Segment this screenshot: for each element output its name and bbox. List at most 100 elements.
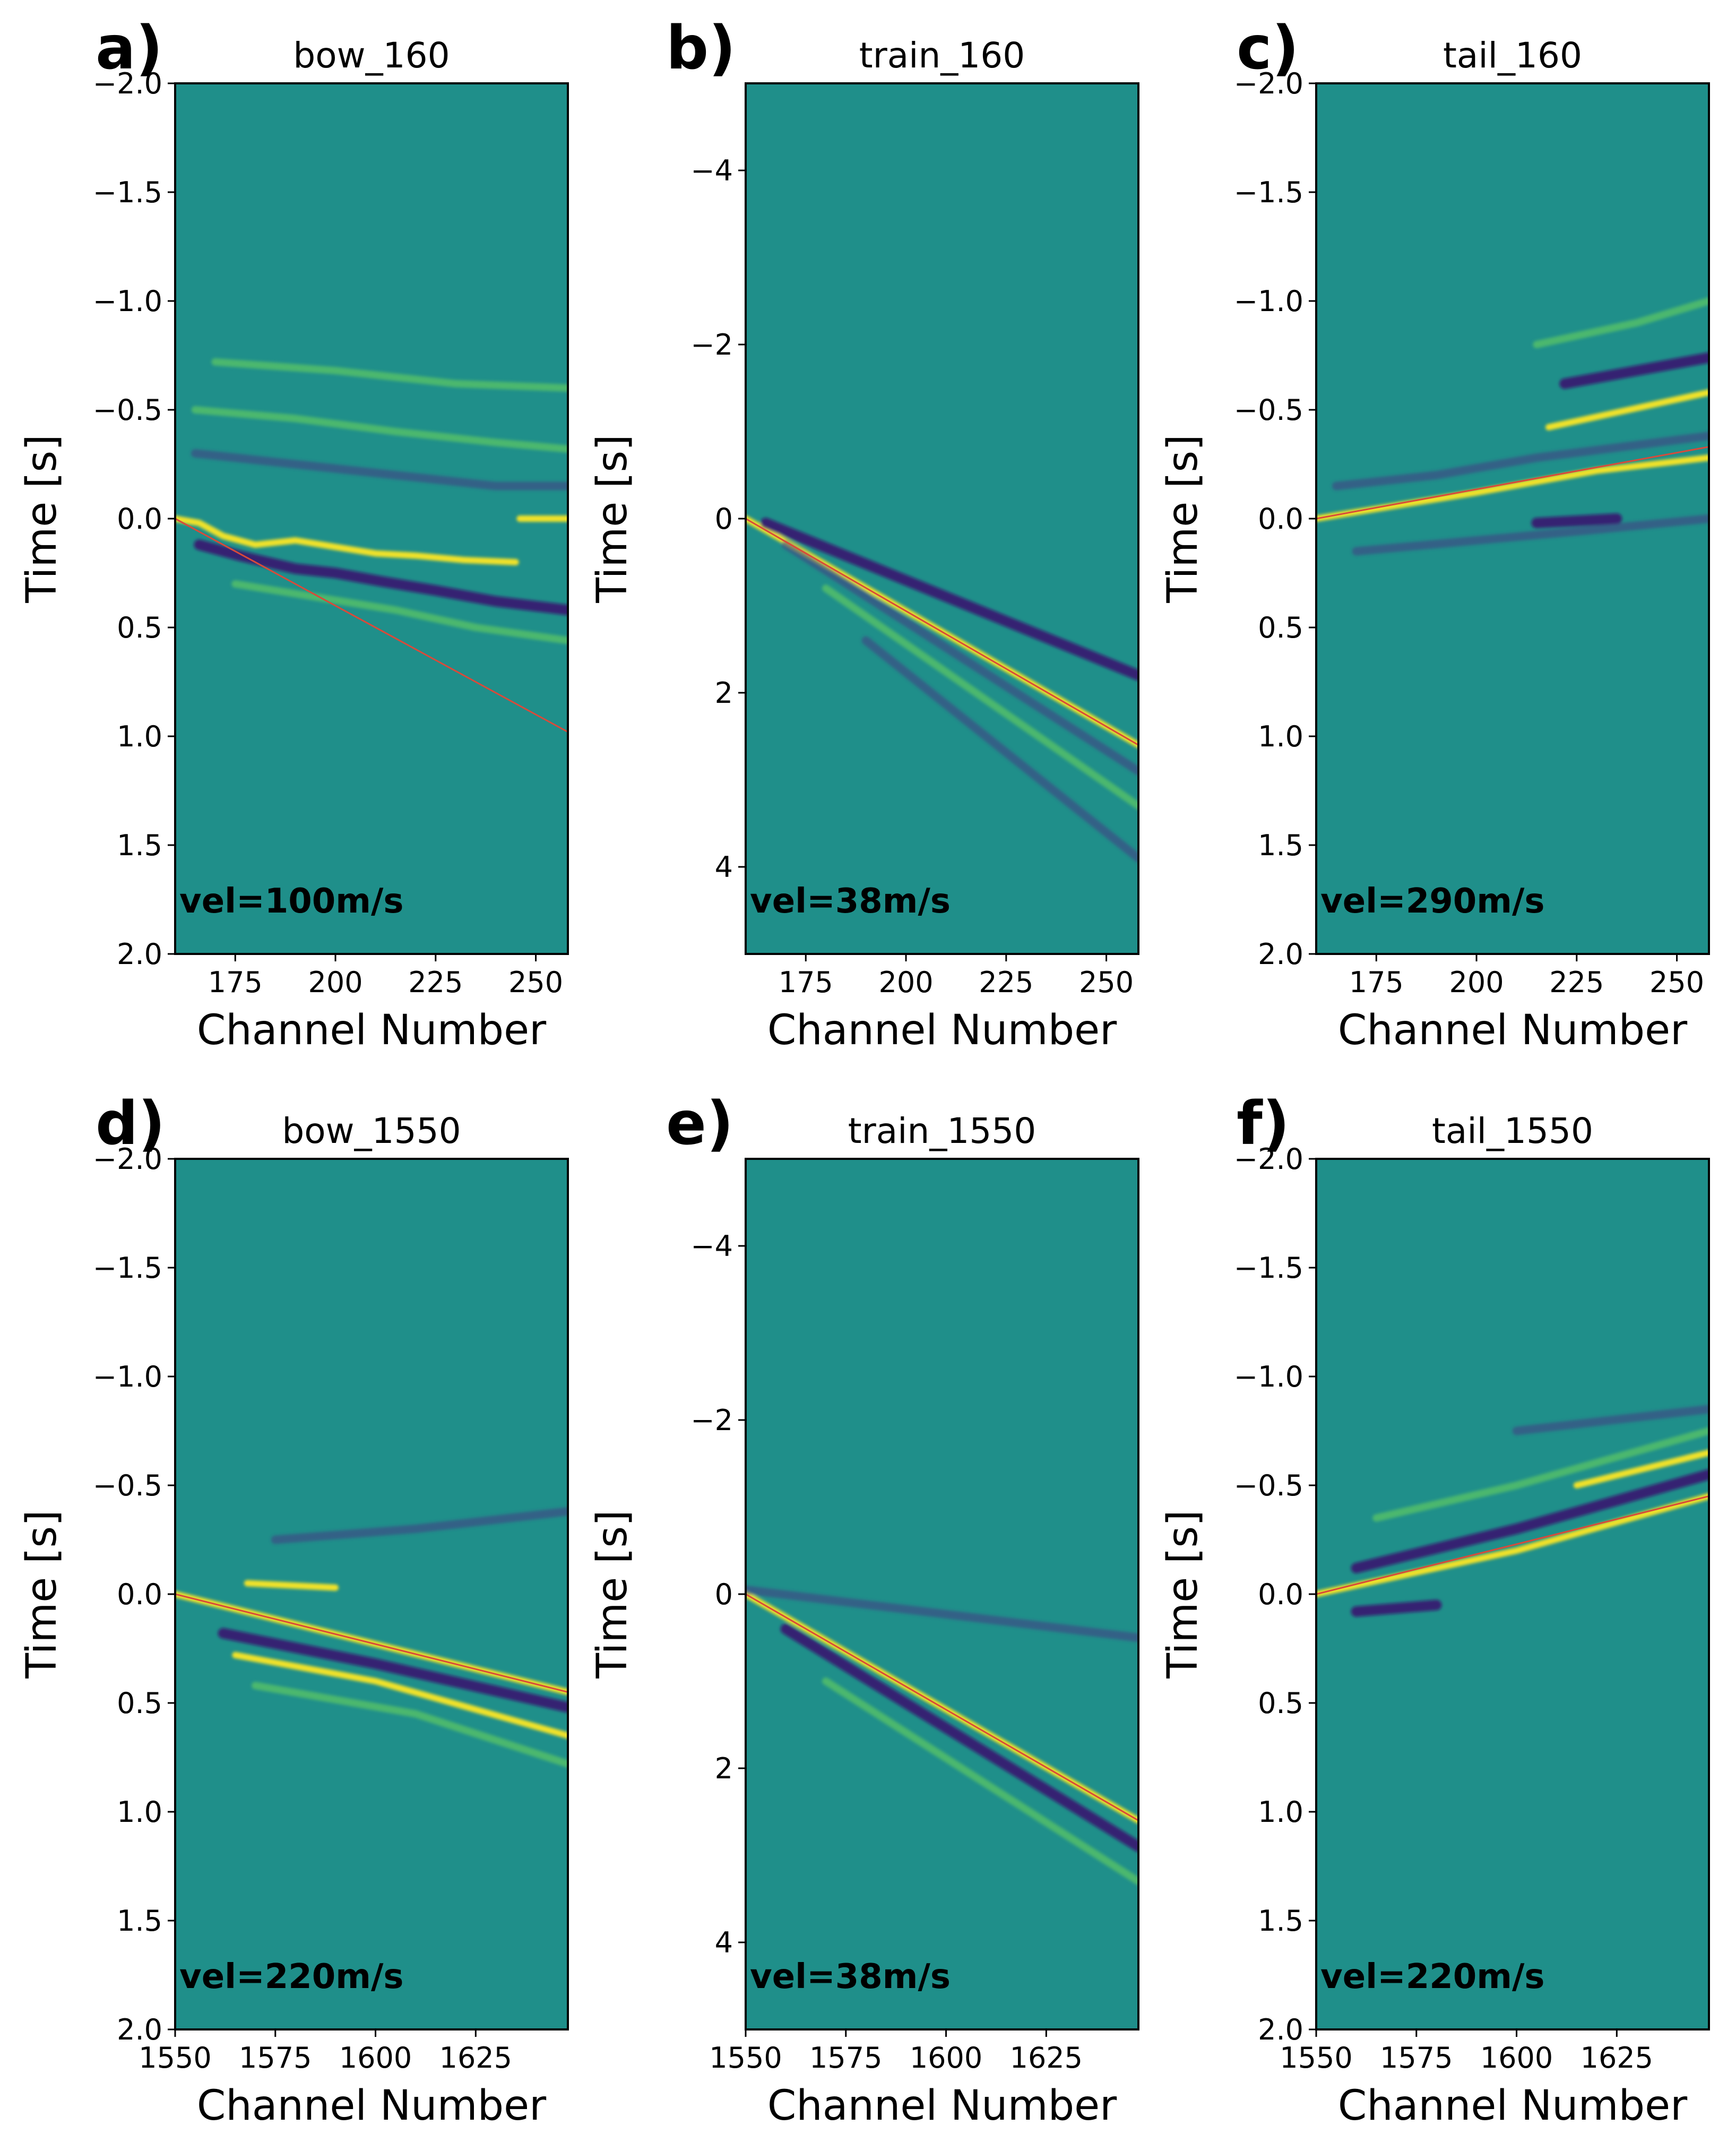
y-tick-label: 1.5 [1258, 829, 1303, 862]
signal-band-mid [1372, 1427, 1709, 1522]
y-tick-label: 2.0 [117, 2013, 162, 2046]
y-tick-label: −2.0 [1234, 67, 1303, 100]
signal-band-dark [1351, 1469, 1709, 1573]
x-tick-label: 225 [408, 966, 463, 999]
x-tick-label: 1600 [339, 2041, 412, 2075]
y-tick-label: −1.5 [93, 1251, 162, 1285]
x-tick-label: 250 [508, 966, 563, 999]
y-tick-label: 0.0 [117, 502, 162, 536]
signal-band-dark [780, 1623, 1138, 1852]
y-tick-label: 2 [715, 676, 733, 710]
signal-band-bright [1316, 454, 1709, 522]
x-tick-label: 1550 [1280, 2041, 1352, 2075]
y-tick-label: 0 [715, 1578, 733, 1611]
x-axis-label: Channel Number [1338, 1006, 1688, 1054]
y-tick-label: −1.0 [1234, 285, 1303, 318]
x-tick-label: 1625 [1010, 2041, 1083, 2075]
y-tick-label: 0.5 [1258, 611, 1303, 644]
velocity-annotation: vel=220m/s [179, 1957, 403, 1997]
y-tick-label: −2 [690, 1404, 733, 1437]
panel-letter: b) [666, 14, 736, 83]
velocity-fit-line [746, 518, 1138, 746]
y-tick-label: −2 [690, 328, 733, 362]
heatmap-background [175, 83, 568, 954]
y-tick-label: 0.0 [117, 1578, 162, 1611]
velocity-annotation: vel=220m/s [1320, 1957, 1544, 1997]
panel-letter: c) [1237, 14, 1299, 83]
y-tick-label: 2.0 [117, 937, 162, 971]
signal-band-mid [211, 358, 568, 392]
y-tick-label: 0.0 [1258, 1578, 1303, 1611]
y-tick-label: 1.5 [117, 1904, 162, 1938]
panel-letter: a) [96, 14, 163, 83]
x-tick-label: 1575 [1380, 2041, 1453, 2075]
x-axis-label: Channel Number [197, 2082, 547, 2130]
panel-letter: d) [96, 1089, 165, 1158]
x-tick-label: 1575 [239, 2041, 312, 2075]
y-tick-label: −0.5 [1234, 1469, 1303, 1502]
x-tick-label: 1575 [809, 2041, 882, 2075]
signal-band-dark2 [1512, 1405, 1709, 1435]
signal-band-dark [760, 518, 1138, 681]
y-tick-label: −2.0 [1234, 1142, 1303, 1176]
y-tick-label: 2.0 [1258, 937, 1303, 971]
y-tick-label: −0.5 [93, 393, 162, 427]
signal-band-bright [1316, 1493, 1709, 1597]
velocity-annotation: vel=290m/s [1320, 882, 1544, 921]
heatmap-background [175, 1159, 568, 2029]
signal-band-bright [232, 1651, 568, 1739]
signal-band-bright [244, 1580, 339, 1591]
signal-band-dark2 [1352, 514, 1709, 556]
panel-b: −4 −2 0 2 4 175 200 225 250 Channel Number Time [s… [589, 14, 1139, 1054]
y-tick-label: −1.0 [93, 1360, 162, 1393]
x-tick-label: 225 [1549, 966, 1604, 999]
x-tick-label: 200 [879, 966, 934, 999]
x-axis-label: Channel Number [767, 1006, 1117, 1054]
velocity-fit-line [1316, 446, 1709, 520]
heatmap-features [1316, 297, 1709, 556]
x-tick-label: 225 [979, 966, 1033, 999]
panel-title: bow_160 [293, 35, 450, 76]
signal-band-dark2 [191, 449, 568, 491]
y-axis-label: Time [s] [589, 434, 636, 603]
velocity-annotation: vel=100m/s [179, 882, 403, 921]
x-tick-label: 1550 [139, 2041, 211, 2075]
signal-band-dark2 [1332, 432, 1709, 491]
panel-letter: e) [666, 1089, 733, 1158]
x-axis-label: Channel Number [1338, 2082, 1688, 2130]
velocity-annotation: vel=38m/s [750, 1957, 951, 1997]
y-axis-label: Time [s] [1159, 1510, 1207, 1679]
y-tick-label: 0.0 [1258, 502, 1303, 536]
heatmap-features [1316, 1405, 1709, 1617]
y-tick-label: 1.5 [1258, 1904, 1303, 1938]
y-axis-label: Time [s] [1159, 434, 1207, 603]
signal-band-dark [1351, 1599, 1442, 1617]
signal-band-dark [218, 1628, 568, 1713]
x-tick-label: 200 [1449, 966, 1504, 999]
x-tick-label: 1550 [709, 2041, 782, 2075]
x-axis-label: Channel Number [197, 1006, 547, 1054]
y-tick-label: −1.5 [1234, 1251, 1303, 1285]
y-tick-label: 2 [715, 1752, 733, 1785]
x-tick-label: 175 [1349, 966, 1404, 999]
y-axis-label: Time [s] [18, 1510, 66, 1679]
y-tick-label: 1.0 [117, 1795, 162, 1829]
signal-band-mid [191, 406, 568, 453]
signal-band-mid [822, 584, 1138, 810]
panel-title: train_1550 [848, 1111, 1037, 1151]
y-tick-label: −1.5 [1234, 176, 1303, 209]
velocity-fit-line [1316, 1495, 1709, 1595]
signal-band-bright [1573, 1449, 1709, 1489]
x-tick-label: 175 [208, 966, 263, 999]
y-tick-label: −2.0 [93, 1142, 162, 1176]
y-axis-label: Time [s] [589, 1510, 636, 1679]
signal-band-dark2 [271, 1507, 568, 1544]
x-tick-label: 200 [308, 966, 363, 999]
y-tick-label: −0.5 [1234, 393, 1303, 427]
signal-band-mid [231, 580, 568, 644]
heatmap-background [1316, 83, 1709, 954]
y-tick-label: 1.0 [1258, 1795, 1303, 1829]
signal-band-dark2 [746, 1585, 1138, 1642]
